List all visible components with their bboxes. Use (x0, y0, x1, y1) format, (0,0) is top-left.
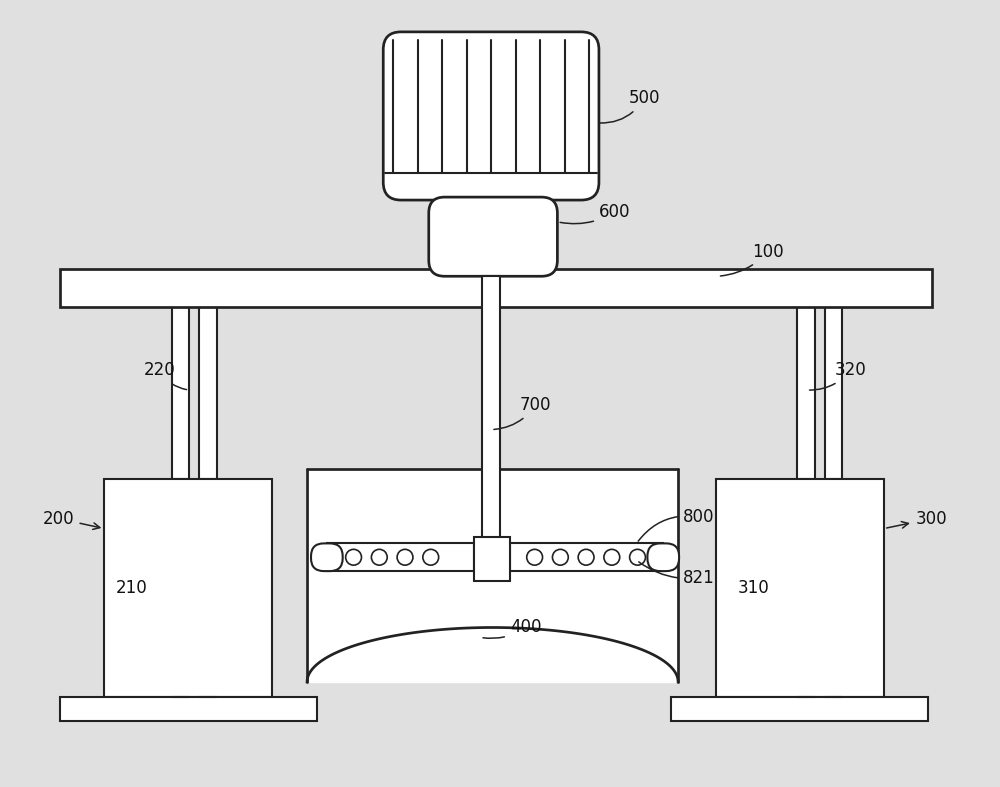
Circle shape (604, 549, 620, 565)
Bar (172, 307, 189, 479)
Polygon shape (307, 469, 678, 682)
Bar (482, 276, 500, 553)
Bar (104, 479, 272, 696)
Circle shape (371, 549, 387, 565)
Circle shape (630, 549, 645, 565)
Bar (199, 307, 217, 479)
Bar (60, 269, 932, 307)
Circle shape (552, 549, 568, 565)
Circle shape (578, 549, 594, 565)
Bar (797, 307, 815, 479)
Polygon shape (307, 469, 678, 682)
Circle shape (397, 549, 413, 565)
Bar (60, 696, 317, 722)
Text: 500: 500 (600, 89, 660, 123)
Circle shape (423, 549, 439, 565)
Bar (327, 543, 474, 571)
Text: 220: 220 (144, 361, 187, 390)
Text: 320: 320 (809, 361, 866, 390)
Text: 200: 200 (43, 510, 100, 530)
FancyBboxPatch shape (311, 543, 343, 571)
FancyBboxPatch shape (429, 197, 557, 276)
Text: 600: 600 (560, 203, 630, 224)
Bar (510, 543, 663, 571)
Bar (671, 696, 928, 722)
Bar (825, 307, 842, 479)
Bar (716, 479, 884, 696)
Circle shape (346, 549, 361, 565)
Text: 821: 821 (639, 562, 715, 587)
Text: 100: 100 (720, 242, 784, 276)
FancyBboxPatch shape (383, 31, 599, 200)
FancyBboxPatch shape (647, 543, 679, 571)
Text: 400: 400 (483, 619, 541, 638)
Text: 210: 210 (116, 579, 148, 597)
Text: 700: 700 (494, 396, 551, 430)
Bar (474, 538, 510, 581)
Text: 310: 310 (737, 579, 769, 597)
Text: 800: 800 (638, 508, 715, 541)
Text: 300: 300 (887, 510, 947, 528)
Circle shape (527, 549, 543, 565)
